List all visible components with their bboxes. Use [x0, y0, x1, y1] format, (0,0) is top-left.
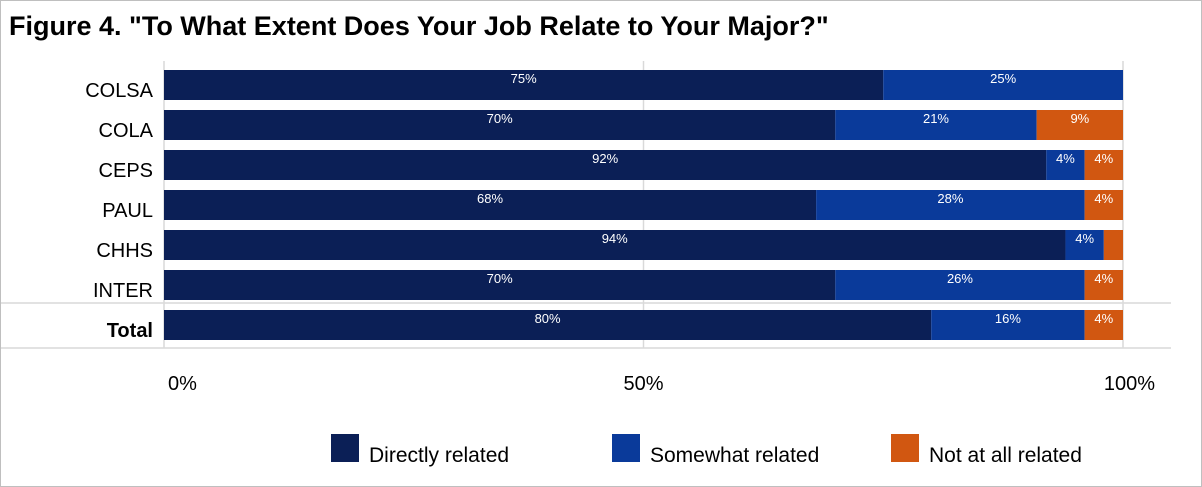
category-label-paul: PAUL: [102, 200, 153, 222]
data-label-chhs-somewhat-related: 4%: [1075, 231, 1094, 246]
data-label-cola-somewhat-related: 21%: [923, 111, 949, 126]
data-label-inter-somewhat-related: 26%: [947, 271, 973, 286]
bar-colsa-directly-related: [164, 70, 884, 100]
bar-paul-somewhat-related: [816, 190, 1085, 220]
bar-cola-somewhat-related: [835, 110, 1037, 140]
bar-total-directly-related: [164, 310, 932, 340]
data-label-ceps-somewhat-related: 4%: [1056, 151, 1075, 166]
bar-colsa-somewhat-related: [883, 70, 1123, 100]
bar-total-not-at-all-related: [1084, 310, 1123, 340]
data-label-paul-not-at-all-related: 4%: [1094, 191, 1113, 206]
legend-swatch-not-at-all-related: [891, 434, 919, 462]
data-label-total-directly-related: 80%: [535, 311, 561, 326]
data-label-colsa-directly-related: 75%: [511, 71, 537, 86]
bar-chhs-directly-related: [164, 230, 1066, 260]
bar-chhs-not-at-all-related: [1103, 230, 1123, 260]
category-label-ceps: CEPS: [99, 160, 153, 182]
bar-inter-not-at-all-related: [1084, 270, 1123, 300]
data-labels: 75% 25% 70% 21% 9% 92% 4% 4% 68% 28% 4% 94% 4% 70% 26%…: [477, 71, 1114, 326]
data-label-ceps-not-at-all-related: 4%: [1094, 151, 1113, 166]
category-label-chhs: CHHS: [96, 240, 153, 262]
data-label-cola-directly-related: 70%: [487, 111, 513, 126]
data-label-cola-not-at-all-related: 9%: [1070, 111, 1089, 126]
bar-ceps-not-at-all-related: [1084, 150, 1123, 180]
bar-total-somewhat-related: [931, 310, 1085, 340]
x-tick-label-50: 50%: [623, 373, 663, 395]
bar-chhs-somewhat-related: [1065, 230, 1104, 260]
category-label-total: Total: [107, 320, 153, 342]
bar-cola-directly-related: [164, 110, 836, 140]
x-tick-label-100: 100%: [1104, 373, 1155, 395]
data-label-paul-somewhat-related: 28%: [937, 191, 963, 206]
bar-ceps-directly-related: [164, 150, 1047, 180]
legend-swatch-somewhat-related: [612, 434, 640, 462]
x-axis-ticks: 0% 50% 100%: [168, 373, 1155, 395]
category-label-colsa: COLSA: [85, 80, 153, 102]
bar-cola-not-at-all-related: [1036, 110, 1123, 140]
legend-label-not-at-all-related: Not at all related: [929, 444, 1082, 467]
bars: [164, 70, 1123, 340]
category-label-cola: COLA: [99, 120, 154, 142]
data-label-ceps-directly-related: 92%: [592, 151, 618, 166]
category-labels: COLSA COLA CEPS PAUL CHHS INTER Total: [85, 80, 153, 342]
bar-paul-not-at-all-related: [1084, 190, 1123, 220]
data-label-paul-directly-related: 68%: [477, 191, 503, 206]
data-label-inter-not-at-all-related: 4%: [1094, 271, 1113, 286]
data-label-chhs-directly-related: 94%: [602, 231, 628, 246]
data-label-inter-directly-related: 70%: [487, 271, 513, 286]
chart-title: Figure 4. "To What Extent Does Your Job …: [9, 11, 829, 41]
legend: Directly related Somewhat related Not at a…: [331, 434, 1082, 467]
category-label-inter: INTER: [93, 280, 153, 302]
legend-label-directly-related: Directly related: [369, 444, 509, 467]
x-tick-label-0: 0%: [168, 373, 197, 395]
bar-paul-directly-related: [164, 190, 817, 220]
data-label-total-somewhat-related: 16%: [995, 311, 1021, 326]
legend-label-somewhat-related: Somewhat related: [650, 444, 819, 467]
bar-ceps-somewhat-related: [1046, 150, 1085, 180]
bar-inter-directly-related: [164, 270, 836, 300]
data-label-colsa-somewhat-related: 25%: [990, 71, 1016, 86]
data-label-total-not-at-all-related: 4%: [1094, 311, 1113, 326]
legend-swatch-directly-related: [331, 434, 359, 462]
bar-inter-somewhat-related: [835, 270, 1085, 300]
